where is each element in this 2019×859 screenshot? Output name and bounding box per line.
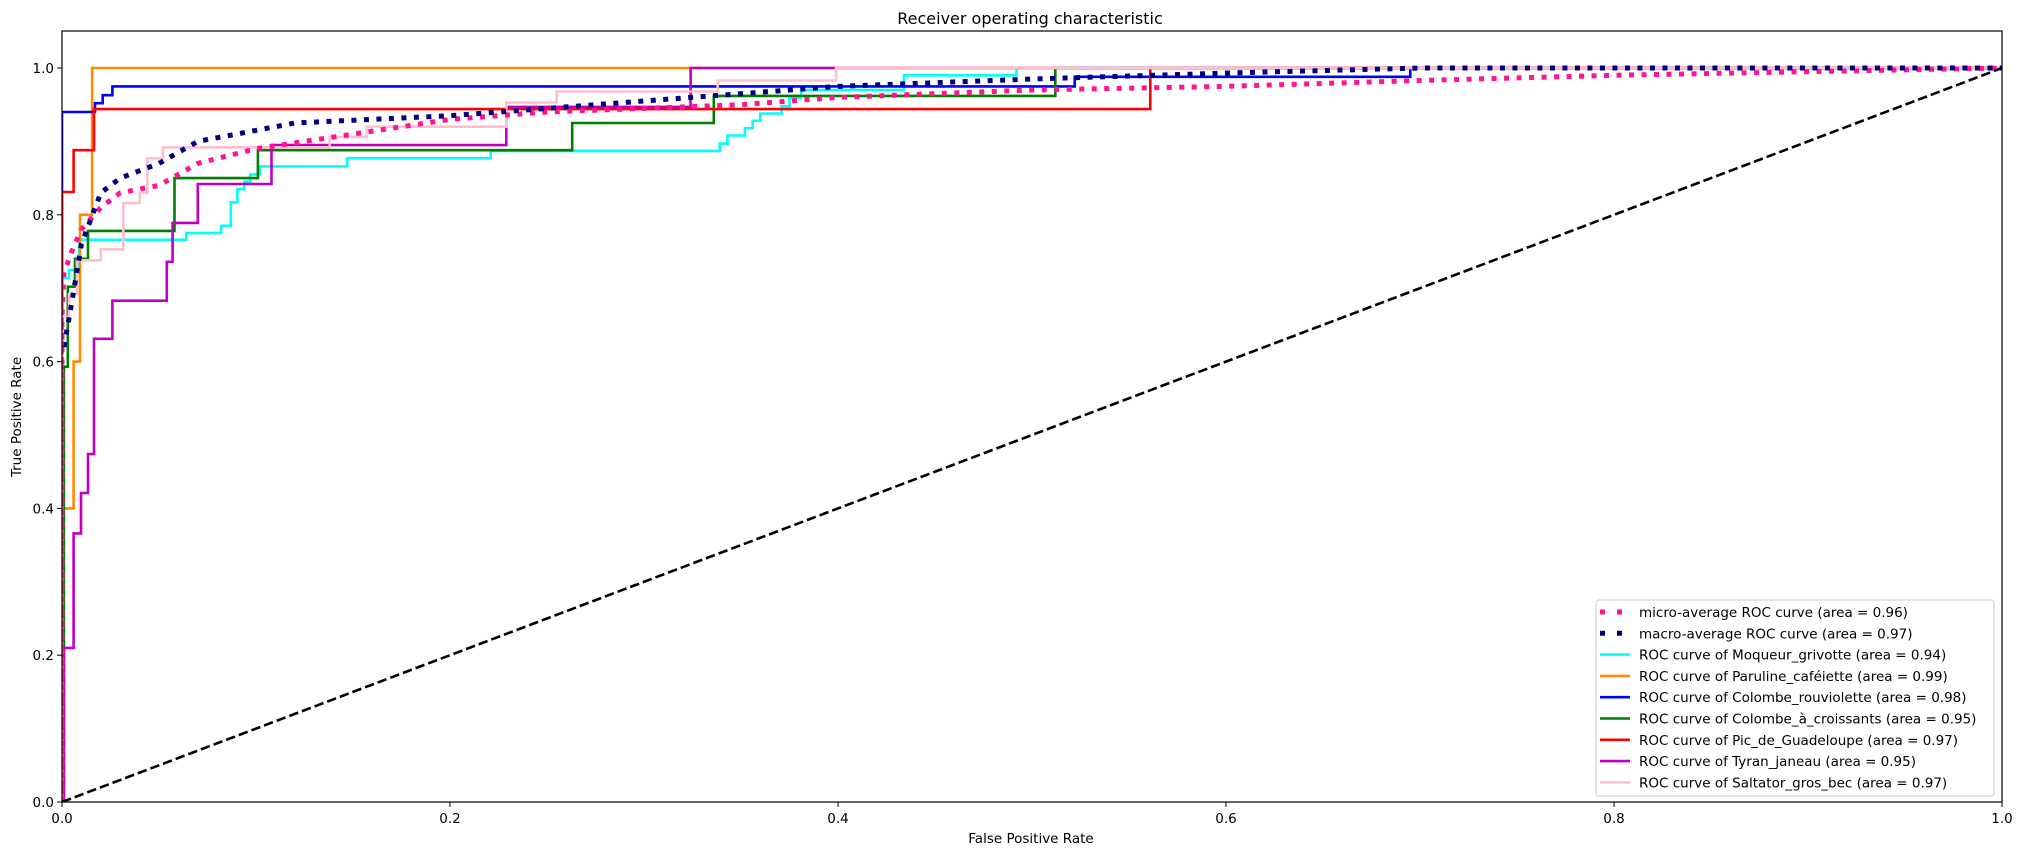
y-tick-label: 0.4 bbox=[33, 501, 54, 517]
chart-title: Receiver operating characteristic bbox=[897, 9, 1163, 28]
roc-series-line bbox=[62, 66, 2002, 802]
y-tick-label: 0.0 bbox=[33, 795, 54, 811]
legend-label: macro-average ROC curve (area = 0.97) bbox=[1639, 626, 1912, 642]
x-tick-label: 0.4 bbox=[827, 811, 848, 827]
y-axis-label: True Positive Rate bbox=[9, 357, 25, 478]
roc-series-line bbox=[62, 65, 2002, 802]
legend-label: ROC curve of Moqueur_grivotte (area = 0.… bbox=[1639, 648, 1946, 664]
legend-label: ROC curve of Pic_de_Guadeloupe (area = 0… bbox=[1639, 733, 1958, 749]
legend-label: ROC curve of Paruline_caféiette (area = … bbox=[1639, 669, 1948, 685]
x-tick-label: 1.0 bbox=[1991, 811, 2012, 827]
chance-diagonal-line bbox=[62, 66, 2002, 802]
x-axis: 0.0 0.2 0.4 0.6 0.8 1.0 bbox=[51, 802, 2013, 827]
x-axis-label: False Positive Rate bbox=[968, 831, 1093, 847]
roc-series-line bbox=[62, 66, 2002, 802]
roc-series-line bbox=[62, 65, 2002, 348]
y-tick-label: 0.6 bbox=[33, 355, 54, 371]
y-tick-label: 1.0 bbox=[33, 61, 54, 77]
y-tick-label: 0.8 bbox=[33, 208, 54, 224]
legend: micro-average ROC curve (area = 0.96) mac… bbox=[1595, 599, 1995, 797]
x-tick-label: 0.0 bbox=[51, 811, 72, 827]
roc-series-line bbox=[62, 66, 2002, 802]
legend-label: ROC curve of Tyran_janeau (area = 0.95) bbox=[1639, 754, 1916, 770]
legend-label: ROC curve of Colombe_à_croissants (area … bbox=[1639, 712, 1976, 728]
legend-label: ROC curve of Saltator_gros_bec (area = 0… bbox=[1639, 775, 1947, 791]
x-tick-label: 0.8 bbox=[1603, 811, 1624, 827]
x-tick-label: 0.6 bbox=[1215, 811, 1236, 827]
plot-area bbox=[62, 65, 2002, 802]
x-tick-label: 0.2 bbox=[439, 811, 460, 827]
legend-label: micro-average ROC curve (area = 0.96) bbox=[1639, 605, 1908, 621]
y-axis: 0.0 0.2 0.4 0.6 0.8 1.0 bbox=[33, 61, 62, 811]
y-tick-label: 0.2 bbox=[33, 648, 54, 664]
roc-series-line bbox=[62, 66, 2002, 802]
legend-label: ROC curve of Colombe_rouviolette (area =… bbox=[1639, 690, 1967, 706]
legend-box bbox=[1595, 599, 1995, 797]
roc-series-line bbox=[62, 66, 2002, 802]
axes-frame bbox=[61, 30, 2003, 803]
